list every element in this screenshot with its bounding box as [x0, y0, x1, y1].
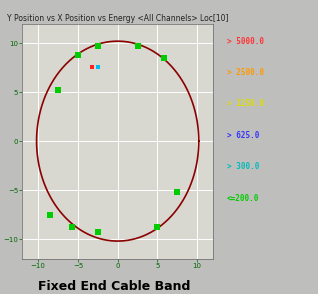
Text: <=200.0: <=200.0 [227, 193, 259, 203]
Text: > 2500.0: > 2500.0 [227, 68, 264, 77]
Title: Y Position vs X Position vs Energy <All Channels> Loc[10]: Y Position vs X Position vs Energy <All … [7, 14, 228, 23]
Text: > 1250.0: > 1250.0 [227, 99, 264, 108]
Text: > 625.0: > 625.0 [227, 131, 259, 140]
Text: > 5000.0: > 5000.0 [227, 37, 264, 46]
Text: Fixed End Cable Band: Fixed End Cable Band [38, 280, 191, 293]
Text: > 300.0: > 300.0 [227, 162, 259, 171]
